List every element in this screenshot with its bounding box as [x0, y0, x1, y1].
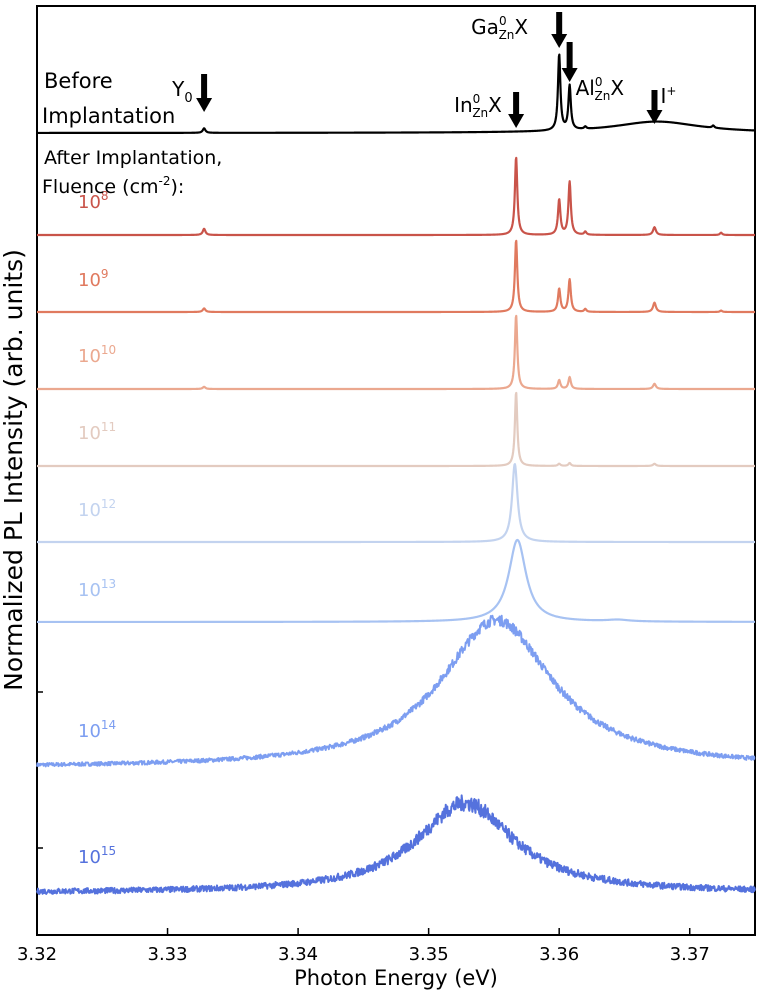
peak-label: Y0 [171, 77, 193, 106]
before-label-line2: Implantation [42, 104, 175, 128]
fluence-label: 1015 [78, 844, 116, 868]
x-axis-label: Photon Energy (eV) [294, 966, 498, 990]
x-tick-label: 3.32 [17, 944, 57, 965]
y-axis-label: Normalized PL Intensity (arb. units) [0, 249, 28, 691]
series-line [36, 614, 756, 768]
after-label-end: ): [171, 176, 185, 198]
x-tick-label: 3.34 [278, 944, 318, 965]
series-line [36, 239, 756, 314]
fluence-label: 1013 [78, 577, 116, 601]
arrow-shaft [556, 12, 563, 36]
fluence-label: 109 [78, 267, 109, 291]
x-tick-label: 3.36 [539, 944, 579, 965]
series-line [36, 314, 756, 391]
arrow-head [561, 68, 578, 82]
arrow-shaft [566, 42, 573, 70]
arrow-shaft [651, 90, 658, 112]
after-label-line2: Fluence (cm-2): [42, 174, 184, 198]
x-axis-ticks: 3.32 3.33 3.34 3.35 3.36 3.37 [17, 928, 710, 965]
series-line [36, 794, 756, 896]
arrow-head [646, 110, 663, 124]
fluence-label: 1010 [78, 343, 116, 367]
peak-label: Ga0 ZnX [471, 14, 528, 42]
fluence-label: 1011 [78, 420, 116, 444]
after-label-exponent: -2 [159, 174, 171, 188]
series-line [36, 53, 756, 135]
after-label-fluence: Fluence (cm [42, 176, 159, 198]
series-line [36, 463, 756, 544]
arrow-shaft [513, 92, 520, 116]
arrow-head [508, 114, 525, 128]
x-tick-label: 3.37 [670, 944, 710, 965]
peak-markers: Y0 In0 ZnX Ga0 ZnX Al0 ZnX I+ [171, 12, 676, 128]
y-axis-ticks [37, 691, 43, 849]
arrow-head [196, 98, 213, 112]
series-line [36, 156, 756, 237]
plot-frame [36, 5, 756, 936]
after-label-line1: After Implantation, [44, 147, 222, 169]
peak-label: In0 ZnX [454, 92, 502, 120]
fluence-label: 1012 [78, 497, 116, 521]
x-tick-label: 3.35 [409, 944, 449, 965]
series-line [36, 391, 756, 468]
arrow-shaft [201, 74, 208, 100]
spectra-curves: 108 109 1010 1011 1012 1013 1014 1015 [36, 53, 756, 896]
x-tick-label: 3.33 [148, 944, 188, 965]
fluence-label: 108 [78, 189, 109, 213]
peak-label: I+ [660, 84, 676, 108]
before-label-line1: Before [44, 69, 113, 93]
series-line [36, 538, 756, 624]
arrow-head [551, 34, 568, 48]
peak-label: Al0 ZnX [576, 75, 625, 103]
fluence-label: 1014 [78, 718, 116, 742]
